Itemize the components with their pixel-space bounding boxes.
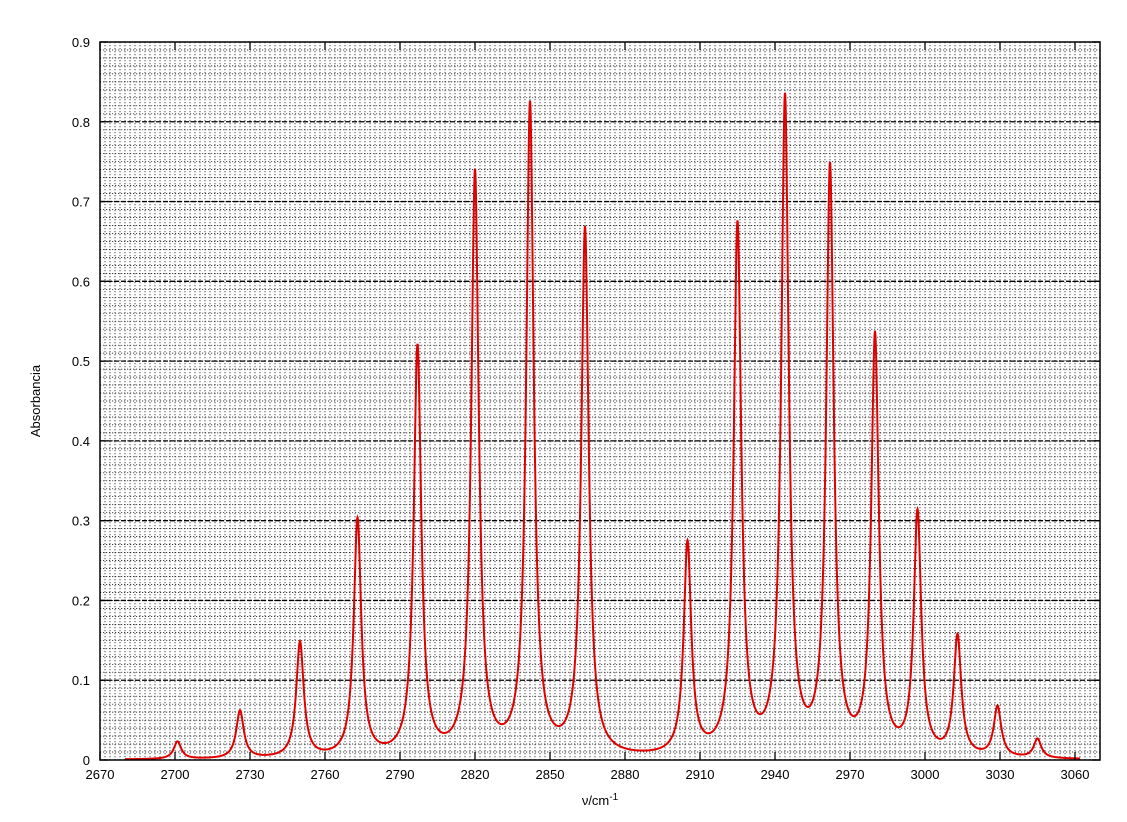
spectrum-line: [124, 92, 1081, 761]
y-axis-ticks: 0 0.1 0.2 0.3 0.4 0.5 0.6 0.7 0.8 0.9: [72, 35, 1100, 768]
y-tick-label: 0.5: [72, 354, 90, 369]
y-tick-label: 0: [83, 753, 90, 768]
x-tick-label: 2700: [161, 767, 190, 782]
x-axis-ticks: 2670 2700 2730 2760 2790 2820 2850 2880 2910 2940…: [86, 42, 1090, 782]
y-tick-label: 0.4: [72, 434, 90, 449]
y-tick-label: 0.6: [72, 274, 90, 289]
x-tick-label: 2730: [236, 767, 265, 782]
x-tick-label: 2790: [386, 767, 415, 782]
x-tick-label: 2880: [611, 767, 640, 782]
x-tick-label: 2940: [761, 767, 790, 782]
y-tick-label: 0.9: [72, 35, 90, 50]
x-tick-label: 3060: [1061, 767, 1090, 782]
x-tick-label: 3030: [986, 767, 1015, 782]
x-tick-label: 2850: [536, 767, 565, 782]
y-tick-label: 0.7: [72, 195, 90, 210]
x-tick-label: 2760: [311, 767, 340, 782]
x-tick-label: 3000: [911, 767, 940, 782]
plot-frame: [99, 41, 1101, 761]
y-tick-label: 0.3: [72, 514, 90, 529]
y-tick-label: 0.8: [72, 115, 90, 130]
plot-background: [100, 42, 1100, 760]
y-tick-label: 0.1: [72, 673, 90, 688]
x-axis-label: ν/cm-1: [582, 792, 619, 809]
y-tick-label: 0.2: [72, 593, 90, 608]
x-tick-label: 2910: [686, 767, 715, 782]
major-grid: [100, 121, 1100, 681]
x-tick-label: 2970: [836, 767, 865, 782]
y-axis-label: Absorbancia: [28, 364, 43, 437]
x-tick-label: 2820: [461, 767, 490, 782]
x-tick-label: 2670: [86, 767, 115, 782]
